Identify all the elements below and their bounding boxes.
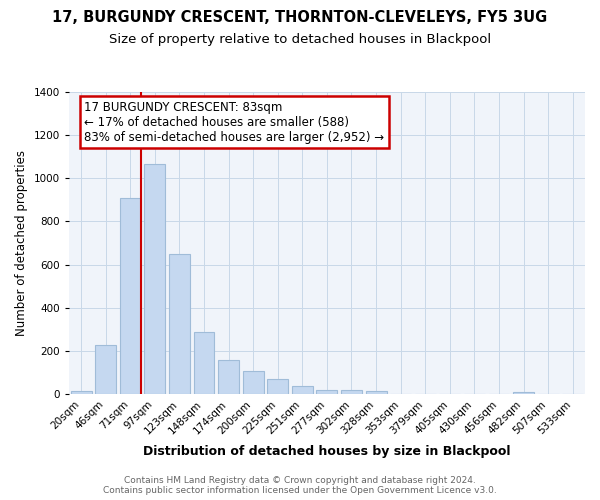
Text: Size of property relative to detached houses in Blackpool: Size of property relative to detached ho… <box>109 32 491 46</box>
Bar <box>169 254 190 394</box>
Text: 17 BURGUNDY CRESCENT: 83sqm
← 17% of detached houses are smaller (588)
83% of se: 17 BURGUNDY CRESCENT: 83sqm ← 17% of det… <box>85 100 385 144</box>
Bar <box>194 332 214 394</box>
Bar <box>95 345 116 395</box>
Bar <box>365 391 386 394</box>
Bar <box>218 360 239 394</box>
Bar <box>268 380 288 394</box>
Bar <box>513 392 534 394</box>
Bar <box>243 372 263 394</box>
Bar <box>316 390 337 394</box>
X-axis label: Distribution of detached houses by size in Blackpool: Distribution of detached houses by size … <box>143 444 511 458</box>
Bar <box>120 198 141 394</box>
Y-axis label: Number of detached properties: Number of detached properties <box>15 150 28 336</box>
Text: 17, BURGUNDY CRESCENT, THORNTON-CLEVELEYS, FY5 3UG: 17, BURGUNDY CRESCENT, THORNTON-CLEVELEY… <box>52 10 548 25</box>
Bar <box>292 386 313 394</box>
Bar <box>145 164 166 394</box>
Bar <box>341 390 362 394</box>
Text: Contains HM Land Registry data © Crown copyright and database right 2024.
Contai: Contains HM Land Registry data © Crown c… <box>103 476 497 495</box>
Bar <box>71 391 92 394</box>
